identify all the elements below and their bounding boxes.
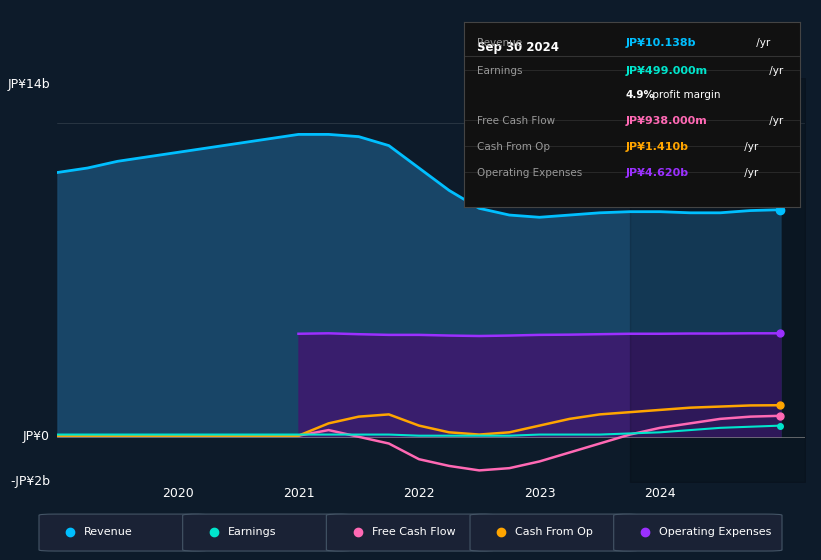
Text: Operating Expenses: Operating Expenses [477,167,583,178]
Text: Free Cash Flow: Free Cash Flow [372,527,455,537]
Text: JP¥499.000m: JP¥499.000m [626,66,708,76]
Text: Revenue: Revenue [477,38,522,48]
Text: JP¥938.000m: JP¥938.000m [626,116,707,126]
Text: /yr: /yr [766,66,783,76]
Text: /yr: /yr [754,38,771,48]
FancyBboxPatch shape [470,514,639,551]
Text: 4.9%: 4.9% [626,90,654,100]
Text: Free Cash Flow: Free Cash Flow [477,116,556,126]
Text: profit margin: profit margin [649,90,721,100]
Text: JP¥0: JP¥0 [23,430,50,444]
Text: Earnings: Earnings [477,66,523,76]
Text: /yr: /yr [741,142,758,152]
Text: JP¥1.410b: JP¥1.410b [626,142,689,152]
Text: /yr: /yr [766,116,783,126]
Text: Cash From Op: Cash From Op [477,142,550,152]
FancyBboxPatch shape [182,514,351,551]
FancyBboxPatch shape [614,514,782,551]
Text: JP¥14b: JP¥14b [7,78,50,91]
Text: /yr: /yr [741,167,758,178]
Text: Revenue: Revenue [84,527,133,537]
Text: Earnings: Earnings [228,527,277,537]
Text: Operating Expenses: Operating Expenses [659,527,771,537]
Text: JP¥4.620b: JP¥4.620b [626,167,689,178]
Text: Sep 30 2024: Sep 30 2024 [477,41,559,54]
FancyBboxPatch shape [39,514,207,551]
Text: -JP¥2b: -JP¥2b [10,475,50,488]
FancyBboxPatch shape [327,514,494,551]
Text: JP¥10.138b: JP¥10.138b [626,38,696,48]
Text: Cash From Op: Cash From Op [516,527,593,537]
